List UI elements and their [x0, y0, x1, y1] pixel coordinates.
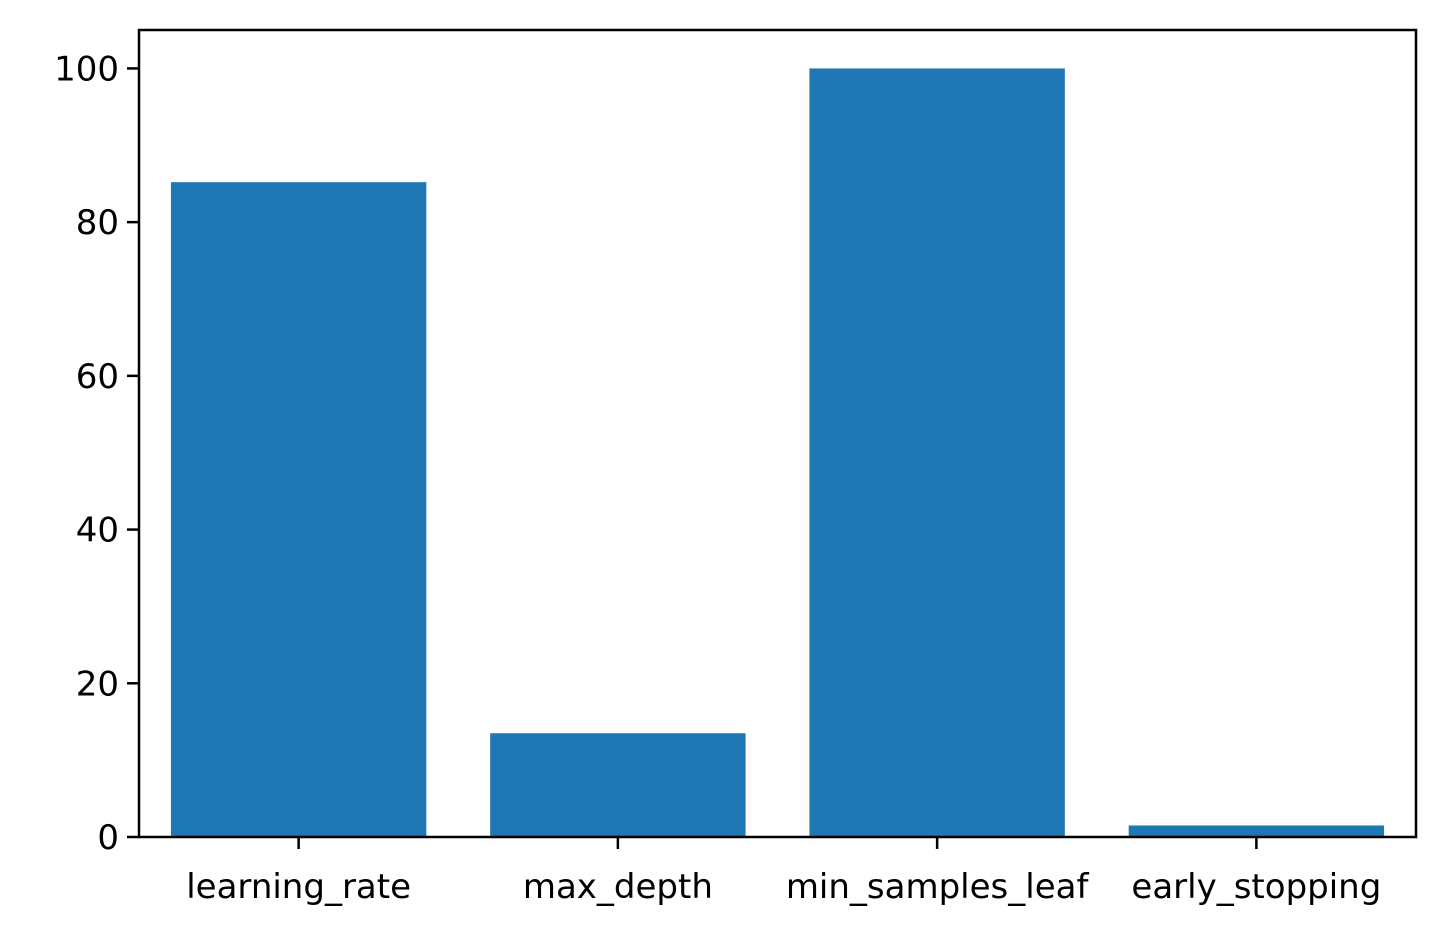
x-tick-label: early_stopping: [1131, 867, 1381, 907]
x-tick-label: min_samples_leaf: [786, 867, 1090, 907]
bars-layer: [170, 68, 1385, 838]
bar-learning-rate: [170, 182, 427, 838]
ticks-layer: learning_rate max_depth min_samples_leaf ea…: [54, 49, 1381, 907]
y-tick-label: 0: [97, 818, 119, 858]
y-tick-label: 60: [76, 357, 119, 397]
bar-early-stopping: [1128, 825, 1385, 837]
y-tick-label: 40: [76, 511, 119, 551]
bar-max-depth: [490, 733, 746, 837]
bar-min-samples-leaf: [809, 68, 1065, 837]
y-tick-label: 80: [76, 203, 119, 243]
x-tick-label: max_depth: [523, 867, 713, 907]
y-tick-label: 100: [54, 49, 119, 89]
y-tick-label: 20: [76, 664, 119, 704]
axes-frame: [137, 28, 1418, 839]
x-tick-label: learning_rate: [186, 867, 411, 907]
